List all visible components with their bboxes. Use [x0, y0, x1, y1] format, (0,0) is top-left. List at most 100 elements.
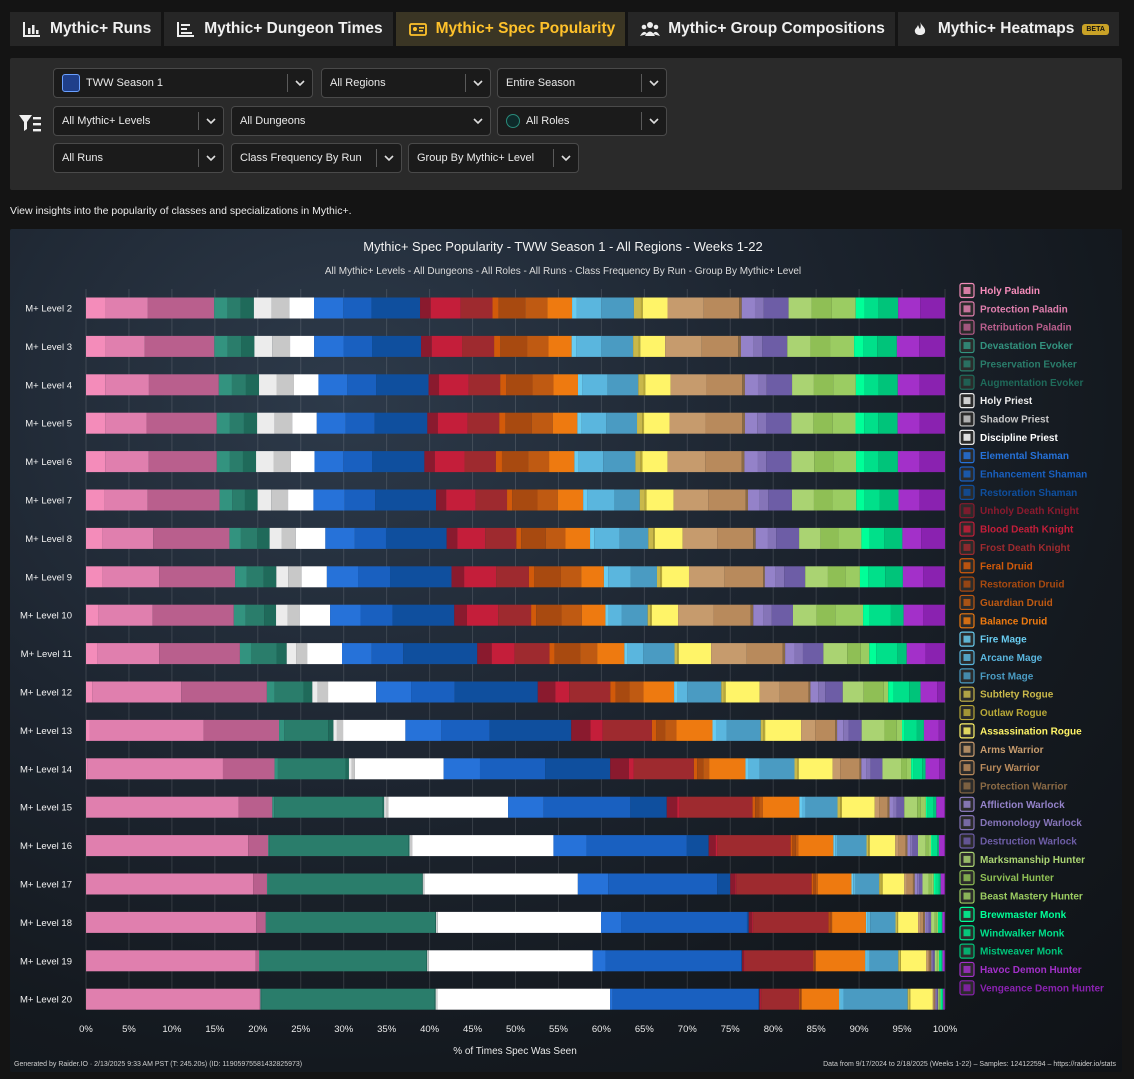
spec-icon-fill [963, 452, 971, 460]
runs-select[interactable]: All Runs [53, 143, 224, 173]
tab-dungeon-times[interactable]: Mythic+ Dungeon Times [164, 12, 393, 46]
bar-segment [853, 873, 856, 895]
bar-segment [920, 297, 945, 319]
bar-segment [485, 527, 517, 549]
legend-item[interactable]: Guardian Druid [959, 594, 1053, 611]
bar-segment [925, 911, 927, 933]
bar-segment [928, 835, 932, 857]
legend-item[interactable]: Demonology Warlock [959, 815, 1082, 831]
filter-icon[interactable] [18, 113, 42, 135]
legend-item[interactable]: Fire Mage [959, 631, 1027, 647]
legend-item[interactable]: Elemental Shaman [959, 448, 1069, 464]
bar-segment [253, 873, 267, 895]
bar-segment [933, 873, 936, 895]
x-tick-label: 75% [721, 1024, 741, 1035]
legend-item[interactable]: Restoration Shaman [959, 484, 1077, 500]
legend-item[interactable]: Enhancement Shaman [959, 466, 1087, 482]
tab-mythic-runs[interactable]: Mythic+ Runs [10, 12, 162, 46]
legend-item[interactable]: Outlaw Rogue [959, 704, 1048, 721]
bar-segment [274, 796, 383, 818]
bar-segment [582, 374, 608, 396]
bar-segment [408, 835, 410, 857]
legend-item[interactable]: Blood Death Knight [959, 521, 1074, 537]
legend-item[interactable]: Balance Druid [959, 613, 1047, 629]
season-select[interactable]: TWW Season 1 [53, 68, 313, 98]
bar-segment [254, 335, 273, 357]
legend-item[interactable]: Shadow Priest [959, 411, 1050, 427]
bar-segment [86, 527, 103, 549]
bar-segment [98, 604, 153, 626]
legend-item[interactable]: Holy Paladin [959, 282, 1040, 299]
legend-item[interactable]: Protection Warrior [959, 778, 1068, 794]
legend-item[interactable]: Survival Hunter [959, 870, 1054, 886]
legend-item[interactable]: Devastation Evoker [959, 337, 1073, 354]
bar-segment [376, 681, 412, 703]
period-select[interactable]: Entire Season [497, 68, 667, 98]
legend-item[interactable]: Preservation Evoker [959, 356, 1077, 372]
bar-segment [499, 412, 506, 434]
regions-select[interactable]: All Regions [321, 68, 491, 98]
bar-segment [759, 489, 769, 511]
legend-item[interactable]: Restoration Druid [959, 576, 1064, 592]
spec-icon-fill [963, 819, 971, 827]
legend-item[interactable]: Vengeance Demon Hunter [959, 980, 1104, 996]
bar-segment [271, 297, 290, 319]
bar-segment [374, 412, 428, 434]
legend-item[interactable]: Fury Warrior [959, 759, 1040, 776]
legend-item[interactable]: Arms Warrior [959, 741, 1044, 757]
bar-segment [608, 873, 718, 895]
bar-segment [868, 566, 886, 588]
bar-segment [815, 873, 818, 895]
bar-segment [893, 681, 910, 703]
grouping-select[interactable]: Group By Mythic+ Level [408, 143, 579, 173]
bar-segment [633, 758, 694, 780]
bar-segment [944, 873, 945, 895]
legend-item[interactable]: Protection Paladin [959, 301, 1068, 317]
tab-spec-popularity[interactable]: Mythic+ Spec Popularity [395, 12, 626, 46]
legend-item[interactable]: Affliction Warlock [959, 796, 1065, 812]
bar-segment [811, 297, 832, 319]
legend-item[interactable]: Brewmaster Monk [959, 906, 1067, 923]
legend-item[interactable]: Discipline Priest [959, 429, 1058, 445]
legend-item[interactable]: Destruction Warlock [959, 833, 1077, 849]
bar-segment [745, 758, 749, 780]
legend-item[interactable]: Mistweaver Monk [959, 943, 1063, 959]
legend-label: Balance Druid [980, 616, 1047, 627]
dungeons-select[interactable]: All Dungeons [231, 106, 491, 136]
bar-segment [274, 758, 278, 780]
roles-select[interactable]: All Roles [497, 106, 667, 136]
bar-segment [299, 604, 331, 626]
legend-item[interactable]: Unholy Death Knight [959, 503, 1080, 519]
bar-segment [86, 643, 98, 665]
legend-item[interactable]: Windwalker Monk [959, 925, 1065, 941]
spec-icon-fill [963, 543, 971, 551]
legend-item[interactable]: Frost Mage [959, 668, 1034, 684]
bar-segment [847, 643, 861, 665]
legend-item[interactable]: Marksmanship Hunter [959, 851, 1085, 867]
legend-item[interactable]: Arcane Mage [959, 649, 1043, 666]
bar-segment [147, 489, 220, 511]
tab-group-compositions[interactable]: Mythic+ Group Compositions [628, 12, 895, 46]
tab-heatmaps[interactable]: Mythic+ Heatmaps BETA [897, 12, 1119, 46]
legend-item[interactable]: Retribution Paladin [959, 319, 1072, 335]
legend-item[interactable]: Assassination Rogue [959, 723, 1082, 739]
legend-item[interactable]: Havoc Demon Hunter [959, 961, 1082, 978]
legend-item[interactable]: Holy Priest [959, 393, 1033, 409]
bar-segment [835, 719, 838, 741]
bar-segment [229, 412, 244, 434]
legend-item[interactable]: Subtlety Rogue [959, 686, 1054, 702]
bar-segment [906, 643, 926, 665]
frequency-select[interactable]: Class Frequency By Run [231, 143, 402, 173]
x-axis-label: % of Times Spec Was Seen [453, 1046, 577, 1057]
legend-item[interactable]: Feral Druid [959, 558, 1033, 574]
bar-segment [933, 796, 937, 818]
levels-select[interactable]: All Mythic+ Levels [53, 106, 224, 136]
bar-segment [242, 451, 257, 473]
grouping-value: Group By Mythic+ Level [417, 152, 535, 164]
bar-segment [925, 643, 945, 665]
legend-item[interactable]: Beast Mastery Hunter [959, 888, 1083, 904]
legend-item[interactable]: Frost Death Knight [959, 539, 1071, 555]
bar-segment [757, 374, 767, 396]
legend-item[interactable]: Augmentation Evoker [959, 374, 1083, 390]
bar-segment [765, 719, 802, 741]
